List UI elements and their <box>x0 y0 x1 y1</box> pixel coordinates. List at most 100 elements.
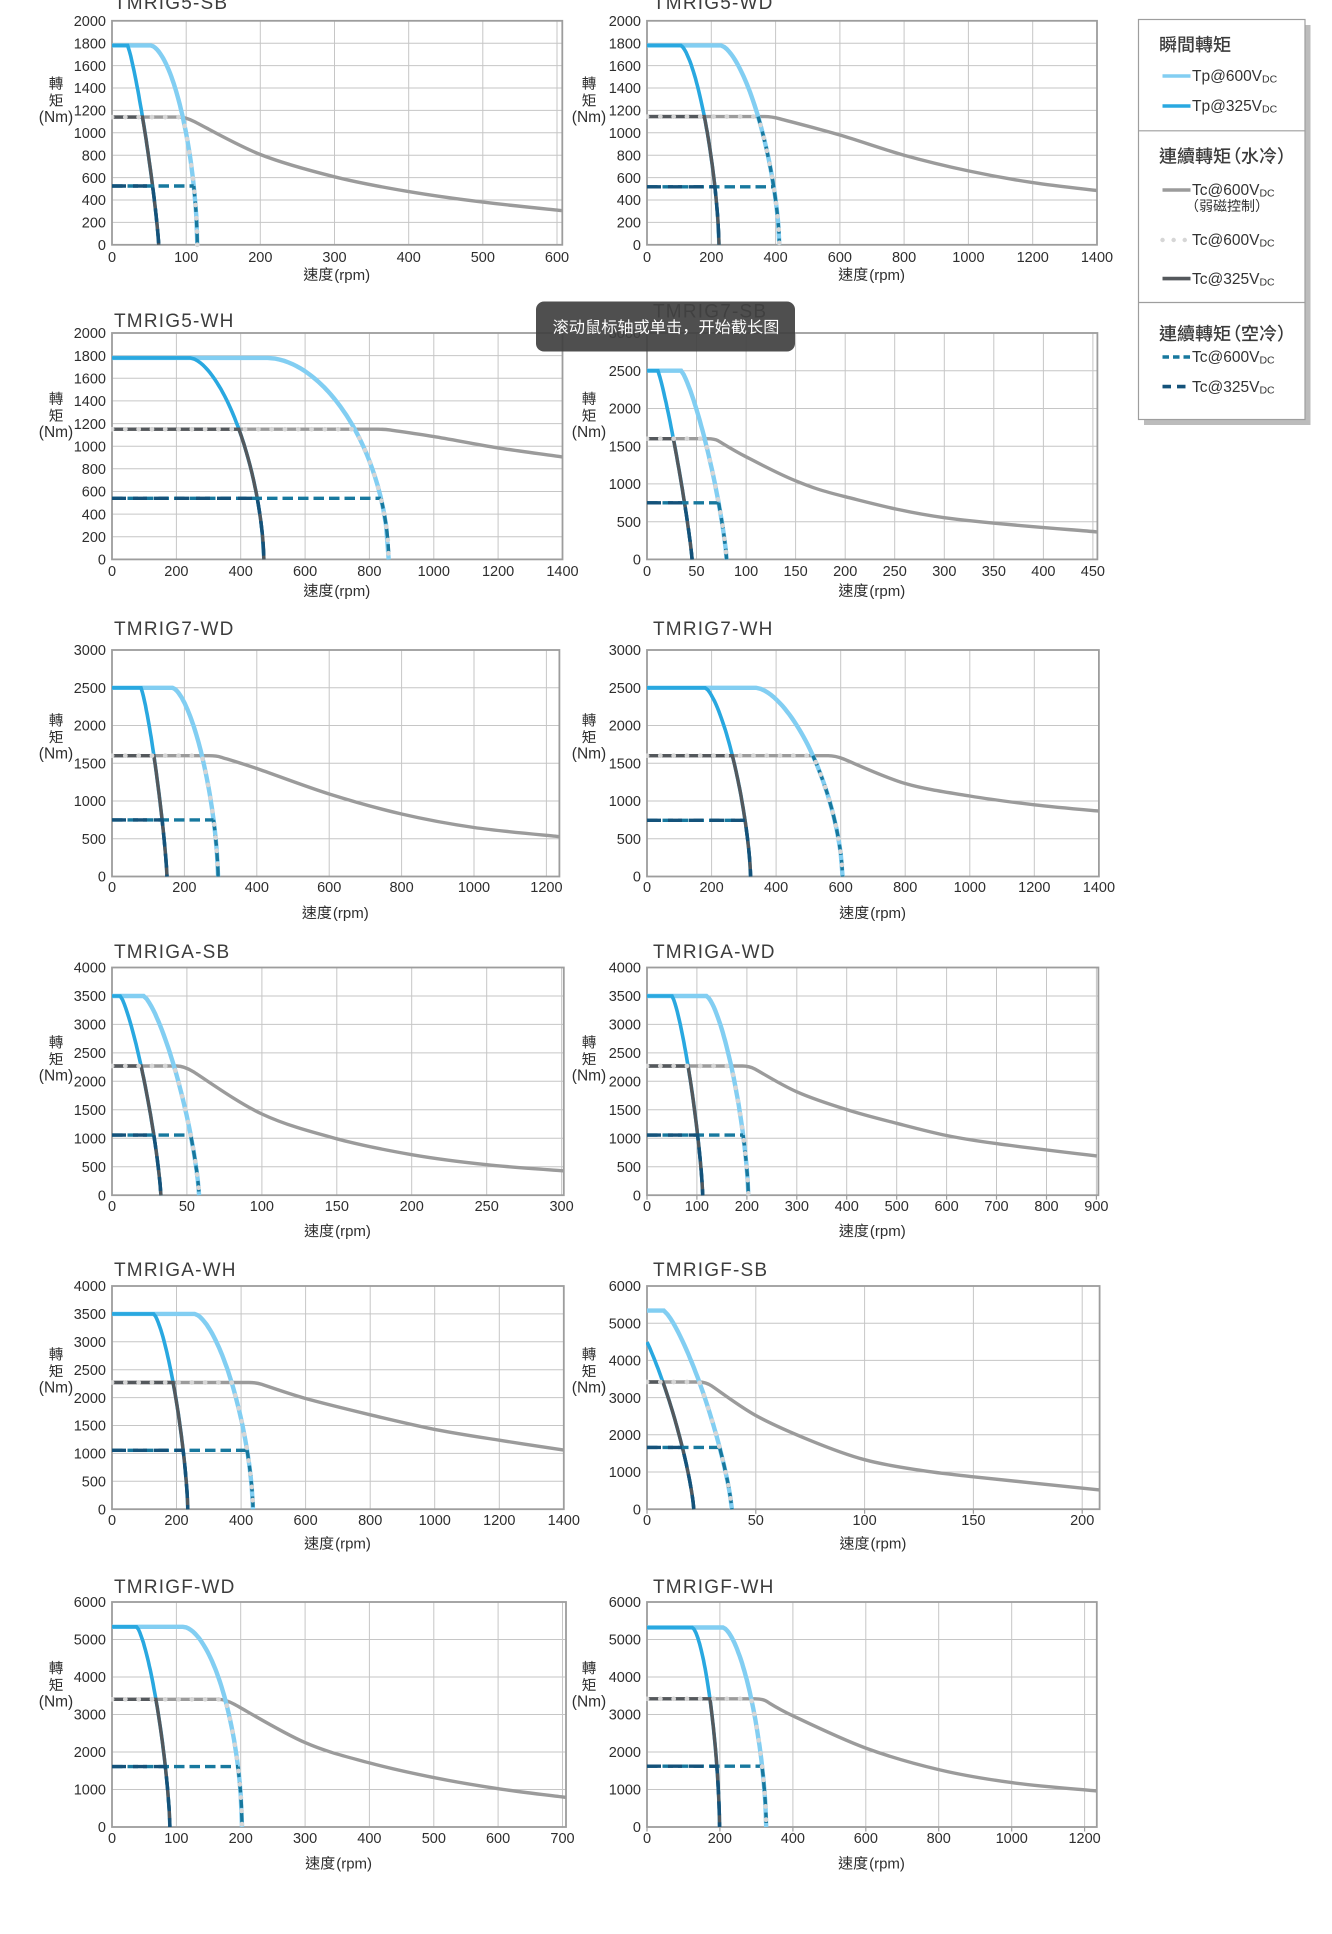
svg-text:200: 200 <box>833 564 857 580</box>
svg-text:600: 600 <box>486 1831 510 1847</box>
svg-text:0: 0 <box>98 553 106 569</box>
svg-text:1400: 1400 <box>74 394 106 410</box>
svg-text:200: 200 <box>400 1199 424 1215</box>
svg-text:800: 800 <box>358 1513 382 1529</box>
svg-text:1000: 1000 <box>458 880 490 896</box>
svg-text:500: 500 <box>617 832 641 848</box>
svg-text:200: 200 <box>699 880 723 896</box>
svg-text:500: 500 <box>422 1831 446 1847</box>
svg-text:400: 400 <box>229 1513 253 1529</box>
svg-text:TMRIG5-WH: TMRIG5-WH <box>114 311 235 332</box>
svg-text:600: 600 <box>545 250 569 266</box>
svg-text:2500: 2500 <box>609 1046 641 1062</box>
svg-text:700: 700 <box>550 1831 574 1847</box>
svg-text:1400: 1400 <box>1081 250 1113 266</box>
svg-text:1500: 1500 <box>74 1419 106 1435</box>
svg-text:0: 0 <box>633 553 641 569</box>
svg-text:0: 0 <box>633 1820 641 1836</box>
svg-text:100: 100 <box>174 250 198 266</box>
svg-text:800: 800 <box>893 880 917 896</box>
svg-text:1000: 1000 <box>952 250 984 266</box>
svg-text:1000: 1000 <box>74 1132 106 1148</box>
svg-text:0: 0 <box>108 1513 116 1529</box>
svg-text:150: 150 <box>325 1199 349 1215</box>
svg-text:2000: 2000 <box>609 402 641 418</box>
svg-text:3000: 3000 <box>74 1335 106 1351</box>
svg-text:1600: 1600 <box>74 59 106 75</box>
svg-text:300: 300 <box>785 1199 809 1215</box>
svg-text:2000: 2000 <box>609 1075 641 1091</box>
svg-text:1200: 1200 <box>1068 1831 1100 1847</box>
svg-text:200: 200 <box>617 216 641 232</box>
svg-text:200: 200 <box>1070 1513 1094 1529</box>
svg-text:1000: 1000 <box>609 794 641 810</box>
svg-text:600: 600 <box>854 1831 878 1847</box>
svg-text:800: 800 <box>617 148 641 164</box>
svg-text:TMRIG5-WD: TMRIG5-WD <box>653 0 774 14</box>
svg-text:4000: 4000 <box>609 961 641 977</box>
svg-text:200: 200 <box>708 1831 732 1847</box>
svg-text:200: 200 <box>229 1831 253 1847</box>
svg-text:500: 500 <box>82 1160 106 1176</box>
svg-text:250: 250 <box>475 1199 499 1215</box>
svg-text:100: 100 <box>852 1513 876 1529</box>
svg-text:800: 800 <box>927 1831 951 1847</box>
svg-text:400: 400 <box>835 1199 859 1215</box>
svg-text:3500: 3500 <box>74 1307 106 1323</box>
svg-text:1000: 1000 <box>609 1132 641 1148</box>
svg-text:1500: 1500 <box>609 757 641 773</box>
svg-text:3000: 3000 <box>609 1018 641 1034</box>
svg-text:2500: 2500 <box>74 1363 106 1379</box>
svg-text:1600: 1600 <box>609 59 641 75</box>
svg-text:250: 250 <box>883 564 907 580</box>
svg-text:200: 200 <box>735 1199 759 1215</box>
svg-text:0: 0 <box>643 880 651 896</box>
svg-text:0: 0 <box>108 250 116 266</box>
svg-text:0: 0 <box>98 238 106 254</box>
svg-text:6000: 6000 <box>609 1279 641 1295</box>
svg-text:200: 200 <box>699 250 723 266</box>
svg-text:0: 0 <box>643 1831 651 1847</box>
svg-text:0: 0 <box>643 564 651 580</box>
svg-text:300: 300 <box>322 250 346 266</box>
svg-text:600: 600 <box>934 1199 958 1215</box>
svg-text:0: 0 <box>98 1502 106 1518</box>
svg-text:1500: 1500 <box>609 1103 641 1119</box>
svg-text:2000: 2000 <box>609 1428 641 1444</box>
svg-text:50: 50 <box>688 564 704 580</box>
svg-text:Tc@600VDC: Tc@600VDC <box>1192 349 1275 367</box>
svg-text:400: 400 <box>357 1831 381 1847</box>
svg-text:4000: 4000 <box>74 1670 106 1686</box>
svg-text:0: 0 <box>108 564 116 580</box>
svg-text:400: 400 <box>764 880 788 896</box>
svg-text:300: 300 <box>293 1831 317 1847</box>
svg-text:600: 600 <box>317 880 341 896</box>
svg-text:700: 700 <box>984 1199 1008 1215</box>
svg-text:600: 600 <box>293 1513 317 1529</box>
svg-text:1600: 1600 <box>74 372 106 388</box>
svg-text:500: 500 <box>617 1160 641 1176</box>
svg-text:3000: 3000 <box>609 643 641 659</box>
svg-text:2000: 2000 <box>74 1745 106 1761</box>
svg-text:Tp@325VDC: Tp@325VDC <box>1192 98 1278 116</box>
svg-text:0: 0 <box>633 238 641 254</box>
svg-text:200: 200 <box>82 216 106 232</box>
svg-text:4000: 4000 <box>609 1670 641 1686</box>
svg-text:800: 800 <box>357 564 381 580</box>
svg-text:5000: 5000 <box>609 1316 641 1332</box>
svg-text:800: 800 <box>82 148 106 164</box>
svg-text:TMRIGF-WD: TMRIGF-WD <box>114 1577 236 1598</box>
svg-text:800: 800 <box>1034 1199 1058 1215</box>
svg-text:TMRIG5-SB: TMRIG5-SB <box>114 0 228 14</box>
svg-text:500: 500 <box>617 515 641 531</box>
svg-text:0: 0 <box>633 870 641 886</box>
svg-text:2000: 2000 <box>609 14 641 30</box>
svg-text:600: 600 <box>617 171 641 187</box>
svg-text:0: 0 <box>108 1199 116 1215</box>
svg-text:600: 600 <box>82 171 106 187</box>
svg-text:800: 800 <box>892 250 916 266</box>
svg-text:1000: 1000 <box>609 1465 641 1481</box>
svg-text:1000: 1000 <box>954 880 986 896</box>
svg-text:450: 450 <box>1081 564 1105 580</box>
svg-text:2000: 2000 <box>609 719 641 735</box>
